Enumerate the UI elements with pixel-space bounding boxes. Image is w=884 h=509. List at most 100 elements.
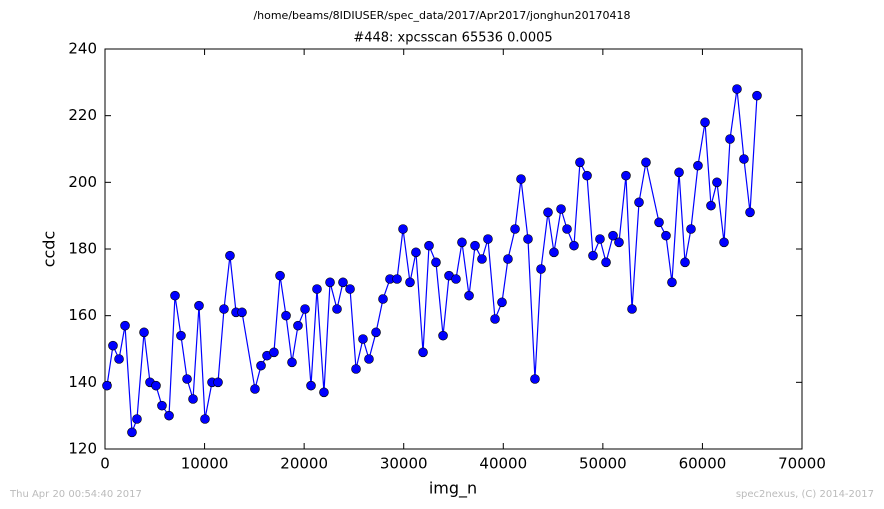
data-point: [114, 354, 124, 364]
data-point: [608, 230, 618, 241]
data-point: [654, 217, 664, 228]
data-point: [157, 400, 167, 411]
data-point: [338, 277, 348, 288]
data-point: [237, 307, 247, 318]
series-line: [106, 88, 758, 433]
data-point: [345, 284, 355, 294]
data-point: [470, 240, 480, 251]
data-point: [418, 347, 428, 358]
y-tick-label: 120: [68, 440, 97, 458]
data-point: [621, 170, 631, 181]
data-point: [325, 277, 335, 288]
data-point: [102, 380, 112, 391]
y-tick-label: 200: [68, 173, 97, 191]
data-point: [523, 234, 533, 244]
data-point: [188, 394, 198, 404]
data-point: [378, 294, 388, 304]
data-point: [700, 117, 710, 128]
data-point: [745, 207, 755, 218]
data-point: [595, 234, 605, 244]
data-point: [661, 230, 671, 241]
data-point: [582, 170, 592, 181]
data-point: [306, 380, 316, 391]
x-axis-label: img_n: [429, 479, 477, 499]
data-point: [549, 247, 559, 258]
data-point: [674, 167, 684, 178]
y-tick-label: 240: [68, 40, 97, 58]
x-tick-label: 40000: [479, 455, 527, 473]
data-point: [108, 340, 118, 351]
x-tick-label: 0: [100, 455, 110, 473]
data-point: [614, 237, 624, 248]
x-tick-label: 50000: [579, 455, 627, 473]
data-point: [739, 154, 749, 164]
x-tick-label: 60000: [679, 455, 727, 473]
data-point: [392, 274, 402, 284]
data-point: [457, 237, 467, 248]
x-tick-label: 20000: [280, 455, 328, 473]
x-tick-label: 30000: [380, 455, 428, 473]
data-point: [293, 320, 303, 331]
data-point: [424, 240, 434, 251]
data-point: [411, 247, 421, 258]
data-point: [281, 310, 291, 321]
data-point: [358, 334, 368, 344]
data-point: [601, 257, 611, 268]
data-point: [575, 157, 585, 168]
data-point: [719, 237, 729, 248]
data-point: [451, 274, 461, 284]
data-point: [725, 134, 735, 144]
data-point: [712, 177, 722, 188]
data-point: [627, 304, 637, 314]
data-point: [256, 360, 266, 371]
data-point: [332, 304, 342, 314]
data-point: [569, 240, 579, 251]
data-point: [562, 224, 572, 234]
x-tick-label: 70000: [778, 455, 826, 473]
data-point: [556, 204, 566, 214]
y-tick-label: 220: [68, 106, 97, 124]
data-point: [543, 207, 553, 218]
footer-left: Thu Apr 20 00:54:40 2017: [9, 489, 142, 500]
data-point: [483, 234, 493, 244]
data-point: [398, 224, 408, 234]
data-point: [706, 200, 716, 211]
data-point: [667, 277, 677, 288]
data-point: [371, 327, 381, 338]
suptitle: /home/beams/8IDIUSER/spec_data/2017/Apr2…: [253, 9, 630, 22]
data-point: [351, 364, 361, 374]
data-point: [536, 264, 546, 274]
footer-right: spec2nexus, (C) 2014-2017: [736, 489, 874, 500]
y-tick-label: 160: [68, 306, 97, 324]
y-tick-label: 180: [68, 240, 97, 258]
data-point: [431, 257, 441, 268]
y-tick-label: 140: [68, 373, 97, 391]
data-point: [516, 174, 526, 184]
data-point: [194, 300, 204, 311]
data-point: [182, 374, 192, 384]
data-point: [120, 320, 130, 331]
data-point: [693, 160, 703, 171]
data-point: [464, 290, 474, 301]
data-point: [634, 197, 644, 208]
data-point: [269, 347, 279, 358]
data-point: [490, 314, 500, 324]
data-point: [405, 277, 415, 288]
data-point: [503, 254, 513, 264]
data-point: [510, 224, 520, 234]
data-point: [732, 84, 742, 94]
data-point: [287, 357, 297, 368]
data-point: [477, 254, 487, 264]
data-point: [680, 257, 690, 268]
data-point: [275, 270, 285, 281]
data-point: [225, 250, 235, 261]
y-axis-label: ccdc: [40, 231, 59, 268]
data-point: [219, 304, 229, 314]
data-point: [139, 327, 149, 338]
data-point: [213, 377, 223, 388]
data-point: [176, 330, 186, 341]
data-point: [132, 414, 142, 424]
data-point: [250, 384, 260, 394]
data-point: [170, 290, 180, 301]
